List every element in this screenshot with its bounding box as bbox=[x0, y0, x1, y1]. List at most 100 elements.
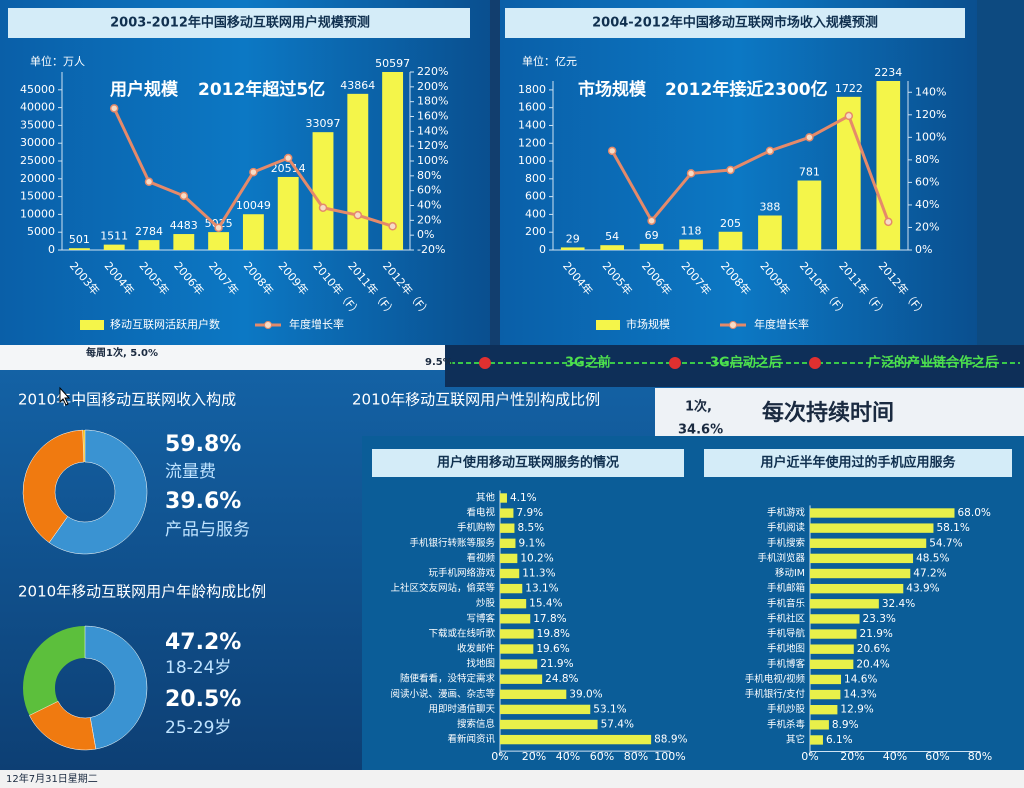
bar bbox=[500, 659, 538, 669]
data-label: 69 bbox=[645, 229, 659, 242]
annotation: 用户规模 bbox=[110, 79, 179, 100]
x-tick-label: 40% bbox=[556, 750, 580, 763]
slice-value: 39.6% bbox=[165, 489, 241, 514]
bar bbox=[500, 553, 518, 564]
bar bbox=[560, 247, 585, 250]
chart-title: 2010年移动互联网用户年龄构成比例 bbox=[18, 583, 266, 601]
y2-tick-label: 60% bbox=[417, 184, 441, 197]
bar bbox=[500, 508, 514, 518]
y2-tick-label: 40% bbox=[915, 198, 939, 211]
y-tick-label: 0 bbox=[48, 243, 55, 256]
data-label: 23.3% bbox=[863, 613, 896, 625]
growth-point bbox=[805, 133, 814, 142]
data-label: 8.9% bbox=[832, 719, 859, 731]
growth-point bbox=[179, 191, 189, 201]
data-label: 6.1% bbox=[826, 734, 853, 746]
growth-point bbox=[214, 223, 223, 232]
y2-tick-label: 80% bbox=[417, 169, 441, 182]
bar bbox=[810, 583, 904, 594]
bar bbox=[500, 568, 520, 579]
data-label: 1511 bbox=[100, 230, 128, 243]
bar bbox=[347, 93, 369, 250]
y-tick-label: 15000 bbox=[20, 190, 55, 203]
bar bbox=[500, 583, 523, 594]
bar bbox=[679, 239, 703, 250]
legend-point bbox=[264, 321, 272, 329]
y2-tick-label: 220% bbox=[417, 65, 448, 78]
data-label: 29 bbox=[566, 232, 580, 245]
chart-title: 2010年中国移动互联网收入构成 bbox=[18, 391, 236, 409]
data-label: 4.1% bbox=[510, 492, 537, 504]
pie-slice bbox=[22, 429, 85, 543]
bar bbox=[103, 244, 125, 250]
bar bbox=[810, 568, 911, 579]
y2-tick-label: 100% bbox=[915, 130, 946, 143]
data-label: 4483 bbox=[170, 219, 198, 232]
y-tick-label: 手机博客 bbox=[767, 658, 806, 670]
bar bbox=[810, 553, 914, 564]
y-tick-label: 手机银行/支付 bbox=[745, 688, 806, 700]
slice-label: 18-24岁 bbox=[165, 658, 231, 678]
chart-title: 用户使用移动互联网服务的情况 bbox=[436, 455, 619, 471]
y-tick-label: 5000 bbox=[27, 225, 55, 238]
y-tick-label: 1200 bbox=[518, 136, 546, 149]
y2-tick-label: 120% bbox=[417, 139, 448, 152]
data-label: 8.5% bbox=[517, 522, 544, 534]
data-label: 54.7% bbox=[929, 537, 962, 549]
data-label: 501 bbox=[69, 233, 90, 246]
bar bbox=[242, 214, 264, 250]
timeline-strip bbox=[445, 345, 1024, 387]
y-tick-label: 手机浏览器 bbox=[757, 552, 805, 564]
y-tick-label: 看新闻资讯 bbox=[447, 733, 495, 745]
growth-point bbox=[884, 217, 893, 227]
x-tick-label: 60% bbox=[590, 750, 614, 763]
y-tick-label: 手机银行转账等服务 bbox=[409, 537, 495, 549]
y-tick-label: 600 bbox=[525, 190, 546, 203]
slice-value: 47.2% bbox=[165, 630, 241, 655]
bar bbox=[810, 508, 955, 518]
y-tick-label: 45000 bbox=[20, 83, 55, 96]
duration-title: 每次持续时间 bbox=[762, 400, 894, 426]
growth-point bbox=[353, 210, 363, 220]
y-tick-label: 搜索信息 bbox=[457, 718, 495, 730]
bar bbox=[138, 240, 160, 250]
bar bbox=[810, 538, 927, 548]
y-tick-label: 1000 bbox=[518, 154, 546, 167]
data-label: 17.8% bbox=[533, 613, 566, 625]
data-label: 21.9% bbox=[540, 658, 573, 670]
unit-label: 单位：万人 bbox=[30, 54, 85, 68]
pct-label: 9.5% bbox=[425, 357, 453, 368]
bar bbox=[208, 232, 230, 250]
y-tick-label: 下载或在线听歌 bbox=[428, 627, 495, 639]
bar bbox=[797, 180, 822, 250]
legend-label: 市场规模 bbox=[626, 317, 670, 331]
y2-tick-label: -20% bbox=[417, 243, 445, 256]
pie-slice bbox=[48, 429, 148, 555]
bar bbox=[810, 659, 854, 669]
data-label: 14.3% bbox=[843, 689, 876, 701]
bar bbox=[382, 72, 404, 250]
x-tick-label: 20% bbox=[840, 750, 864, 763]
bar bbox=[500, 689, 567, 699]
y-tick-label: 随便看看，没特定需求 bbox=[400, 673, 496, 685]
data-label: 21.9% bbox=[860, 628, 893, 640]
data-label: 781 bbox=[799, 166, 820, 179]
data-label: 20.6% bbox=[857, 643, 890, 655]
y-tick-label: 手机炒股 bbox=[767, 703, 806, 715]
bar bbox=[277, 176, 299, 250]
x-tick-label: 40% bbox=[883, 750, 907, 763]
y-tick-label: 手机搜索 bbox=[767, 537, 805, 549]
data-label: 7.9% bbox=[516, 507, 543, 519]
y-tick-label: 800 bbox=[525, 172, 546, 185]
legend-label: 移动互联网活跃用户数 bbox=[110, 317, 220, 331]
slice-label: 流量费 bbox=[165, 462, 216, 482]
bar bbox=[500, 674, 543, 684]
bar bbox=[500, 629, 534, 639]
bar bbox=[500, 599, 527, 609]
y-tick-label: 收发邮件 bbox=[457, 643, 496, 655]
slice-value: 20.5% bbox=[165, 687, 241, 712]
bar bbox=[312, 132, 334, 250]
y-tick-label: 手机导航 bbox=[767, 628, 806, 640]
data-label: 10.2% bbox=[520, 552, 553, 564]
